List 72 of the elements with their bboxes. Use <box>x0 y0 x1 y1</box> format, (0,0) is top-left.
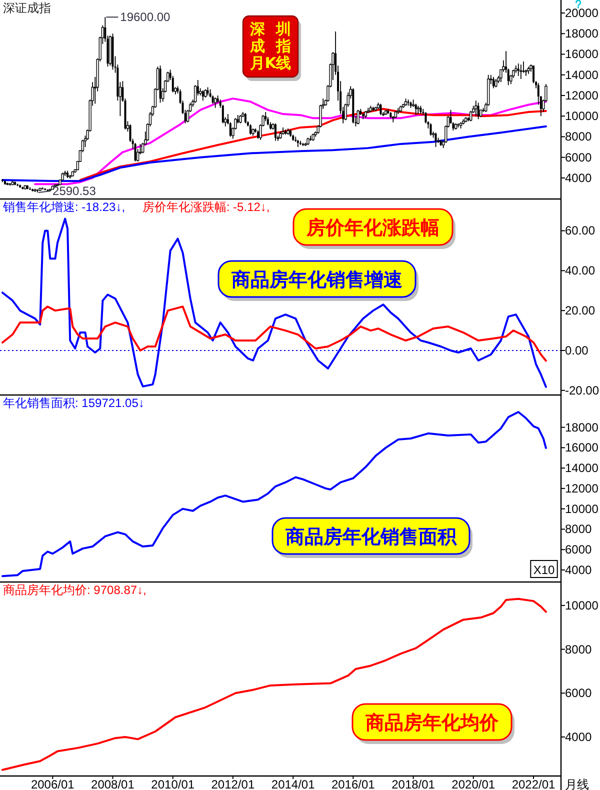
annotation: 2590.53 <box>52 184 96 198</box>
y-tick-label: 60.00 <box>565 224 596 238</box>
line-series <box>79 108 547 182</box>
annotation: X10 <box>533 563 555 577</box>
annotation: 商品房年化销售面积 <box>284 526 458 548</box>
y-tick-label: 12000 <box>565 88 599 102</box>
y-tick-label: 6000 <box>565 150 592 164</box>
candlestick <box>430 122 432 136</box>
candlestick <box>517 63 520 76</box>
x-tick-label: 2022/01 <box>512 778 556 790</box>
candlestick <box>249 124 252 136</box>
candlestick <box>134 142 136 162</box>
x-tick-label: 2008/01 <box>91 778 135 790</box>
candlestick <box>310 135 312 142</box>
text: 年化销售面积: 159721.05↓ <box>3 396 144 410</box>
candlestick <box>474 100 478 117</box>
y-tick-label: 6000 <box>565 686 592 700</box>
candlestick <box>520 64 522 80</box>
line-series <box>34 98 547 186</box>
y-tick-label: 8000 <box>565 642 592 656</box>
candlestick <box>477 102 480 120</box>
line-series <box>1 306 547 362</box>
y-tick-label: 0.00 <box>565 343 589 358</box>
y-tick-label: 12000 <box>565 481 599 496</box>
x-tick-label: 2006/01 <box>30 778 75 790</box>
line-series <box>1 598 547 771</box>
y-tick-label: 14000 <box>565 461 599 476</box>
candlestick <box>202 90 204 102</box>
y-tick-label: 18000 <box>565 420 599 434</box>
x-tick-label: 2010/01 <box>151 778 195 790</box>
x-tick-label: 2018/01 <box>392 778 436 790</box>
y-tick-label: 16000 <box>565 440 599 455</box>
annotation: 商品房年化销售增速 <box>230 269 402 291</box>
candlestick <box>356 109 360 125</box>
y-tick-label: 4000 <box>565 170 592 185</box>
chart-title: 深证成指 <box>3 1 51 15</box>
y-tick-label: 4000 <box>565 562 592 577</box>
x-tick-label: 2014/01 <box>271 778 316 790</box>
annotation: 19600.00 <box>120 10 171 24</box>
text: 深圳成指月K线 <box>249 20 291 72</box>
x-tick-label: 2020/01 <box>452 778 496 790</box>
y-tick-label: 10000 <box>565 109 599 124</box>
y-tick-label: 10000 <box>565 598 599 612</box>
y-tick-label: 4000 <box>565 730 592 744</box>
y-tick-label: 20000 <box>565 6 599 20</box>
annotation: 房价年化涨跌幅 <box>306 217 440 239</box>
y-tick-label: 20.00 <box>565 304 596 318</box>
x-tick-label: 2016/01 <box>331 778 376 790</box>
series-label: 销售年化增速: -18.23↓, <box>2 200 126 214</box>
y-tick-label: 8000 <box>565 130 592 144</box>
candlestick <box>244 112 246 124</box>
y-tick-label: 10000 <box>565 502 599 516</box>
candlestick <box>414 103 417 116</box>
y-tick-label: 8000 <box>565 522 592 536</box>
candlestick <box>434 132 437 148</box>
y-tick-label: 6000 <box>565 542 592 557</box>
y-tick-label: 18000 <box>565 26 599 41</box>
y-tick-label: -20.00 <box>565 383 600 398</box>
line-series <box>1 125 547 182</box>
candlestick <box>380 103 382 116</box>
y-tick-label: 16000 <box>565 47 599 62</box>
candlestick <box>214 97 217 108</box>
text: 商品房年化均价: 9708.87↓, <box>3 583 146 597</box>
y-tick-label: 14000 <box>565 68 599 82</box>
annotation: 商品房年化均价 <box>364 712 500 734</box>
candlestick <box>469 110 472 122</box>
x-axis-title: 月线 <box>565 778 589 790</box>
y-tick-label: 40.00 <box>565 264 596 278</box>
candlestick <box>492 76 494 89</box>
candlestick <box>274 122 276 142</box>
x-tick-label: 2012/01 <box>211 778 255 790</box>
text: 房价年化涨跌幅: -5.12↓, <box>142 200 270 214</box>
